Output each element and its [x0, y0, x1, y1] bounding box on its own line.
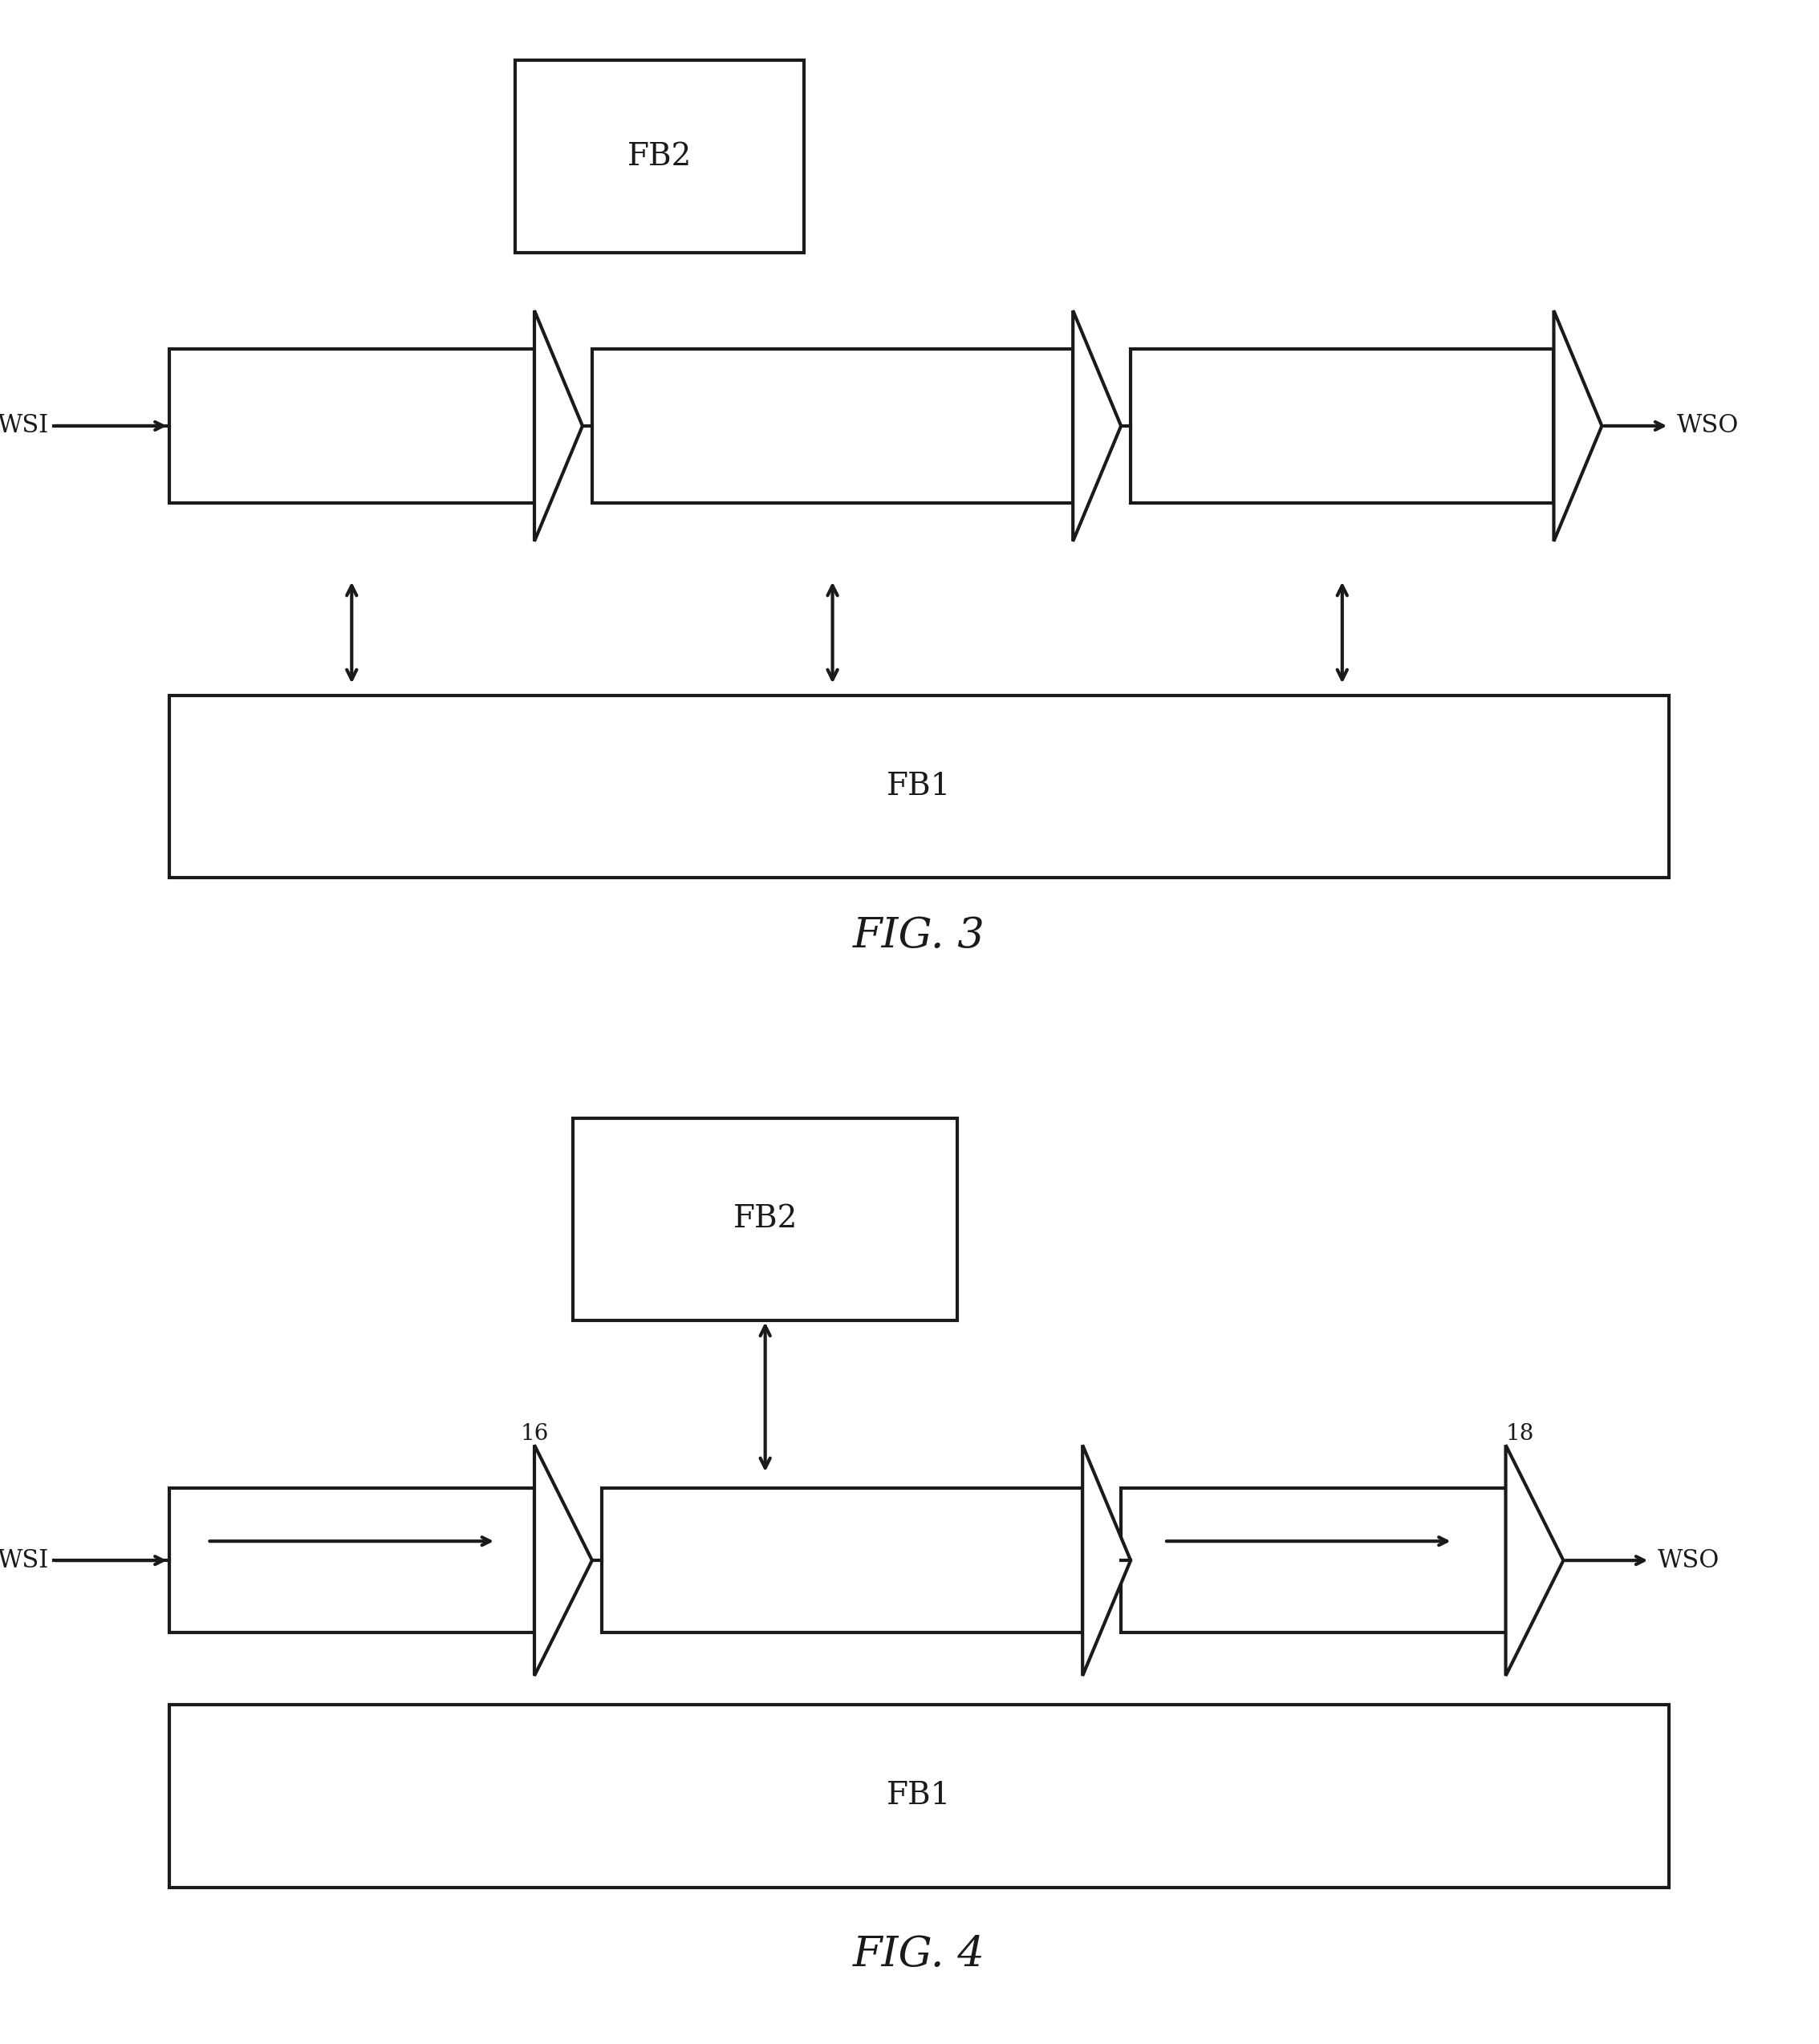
Polygon shape	[1082, 1445, 1131, 1676]
Polygon shape	[1073, 311, 1121, 542]
Bar	[593, 350, 1073, 503]
Bar	[169, 1488, 535, 1633]
Text: FIG. 3: FIG. 3	[853, 916, 986, 957]
Text: WSO: WSO	[1657, 1547, 1719, 1572]
Polygon shape	[535, 1445, 593, 1676]
Bar	[169, 695, 1670, 877]
Text: WSI: WSI	[0, 413, 49, 437]
Text: FB1: FB1	[888, 1780, 951, 1811]
Bar	[169, 1705, 1670, 1887]
Bar	[1121, 1488, 1506, 1633]
Text: FIG. 4: FIG. 4	[853, 1934, 986, 1975]
Bar	[1131, 350, 1553, 503]
Text: FB1: FB1	[888, 771, 951, 801]
Polygon shape	[1506, 1445, 1563, 1676]
Text: FB2: FB2	[733, 1204, 797, 1235]
Text: FB2: FB2	[628, 141, 691, 172]
Bar	[573, 1118, 957, 1320]
Bar	[169, 350, 535, 503]
Text: 16: 16	[520, 1423, 549, 1445]
Polygon shape	[1553, 311, 1603, 542]
Bar	[602, 1488, 1082, 1633]
Polygon shape	[535, 311, 582, 542]
Text: 18: 18	[1506, 1423, 1533, 1445]
Bar	[515, 61, 804, 253]
Text: WSI: WSI	[0, 1547, 49, 1572]
Text: WSO: WSO	[1677, 413, 1739, 437]
